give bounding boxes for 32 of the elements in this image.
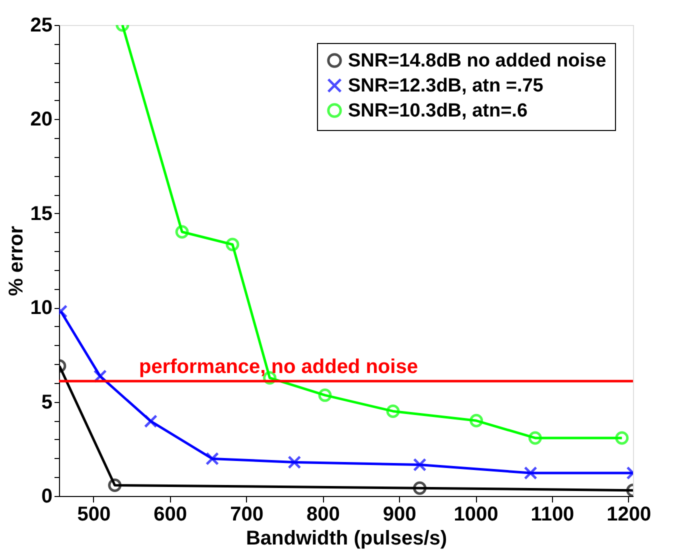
point [288,456,302,470]
point [175,225,189,239]
x-tick-label: 500 [77,504,111,526]
y-tick-label: 25 [30,14,52,36]
x-tick-label: 600 [154,504,188,526]
y-tick-label: 10 [30,297,52,320]
x-tick-label: 900 [382,504,416,526]
x-axis-title: Bandwidth (pulses/s) [246,528,448,550]
x-tick-label: 1200 [606,504,652,526]
point [144,414,158,428]
legend-label: SNR=14.8dB no added noise [348,50,606,72]
legend-label: SNR=10.3dB, atn=.6 [348,100,528,122]
y-tick-label: 15 [30,202,52,225]
x-tick-label: 800 [306,504,340,526]
point [226,238,240,252]
point [528,431,542,445]
point [470,414,484,428]
x-tick-label: 1000 [454,504,498,526]
x-tick-label: 700 [230,504,264,526]
point [206,452,219,466]
y-tick-label: 20 [30,108,52,131]
y-tick-label: 5 [41,391,52,414]
y-axis-title: % error [5,226,28,296]
x-tick-label: 1100 [530,504,574,526]
point [413,458,426,472]
y-tick-label: 0 [41,486,52,508]
point [386,404,400,418]
legend-label: SNR=12.3dB, atn =.75 [348,76,544,96]
ref-line-label: performance, no added noise [139,356,418,378]
point [615,431,629,445]
point [524,466,538,480]
point [318,388,332,402]
